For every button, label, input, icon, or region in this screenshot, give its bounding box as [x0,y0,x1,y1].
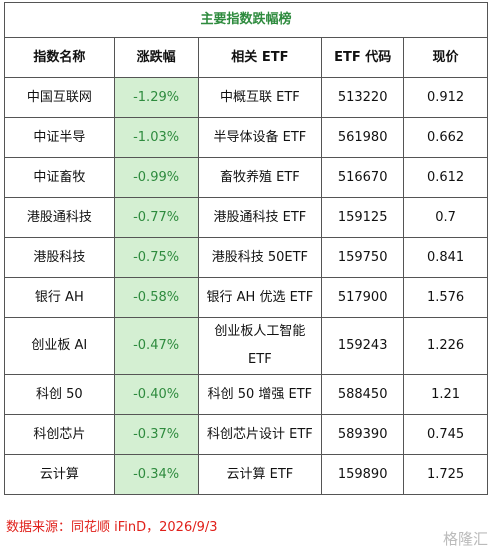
table-cell: 1.21 [403,374,488,415]
table-row: 中证畜牧 -0.99% 畜牧养殖 ETF 516670 0.612 [4,157,488,198]
table-cell: -0.99% [113,157,199,198]
table-cell: 创业板 AI [4,317,115,375]
header-cell: 涨跌幅 [113,37,199,78]
table-cell: 云计算 ETF [197,454,323,495]
table-cell: 港股通科技 [4,197,115,238]
table-cell: -0.40% [113,374,199,415]
table-cell: 半导体设备 ETF [197,117,323,158]
table-cell: 港股科技 50ETF [197,237,323,278]
table-cell: 159890 [321,454,405,495]
header-cell: ETF 代码 [321,37,405,78]
table-cell: 0.662 [403,117,488,158]
table-row: 创业板 AI -0.47% 创业板人工智能 ETF 159243 1.226 [4,317,488,375]
table-cell: 银行 AH 优选 ETF [197,277,323,318]
table-cell: 159125 [321,197,405,238]
table-row: 中国互联网 -1.29% 中概互联 ETF 513220 0.912 [4,77,488,118]
table-cell: 159750 [321,237,405,278]
table-cell: 517900 [321,277,405,318]
table-cell: 创业板人工智能 ETF [197,317,323,375]
table-cell: 科创 50 [4,374,115,415]
table-cell: 0.612 [403,157,488,198]
table-cell: 589390 [321,414,405,455]
table-cell: 513220 [321,77,405,118]
table-cell: 科创芯片 [4,414,115,455]
header-cell: 相关 ETF [197,37,323,78]
watermark: 格隆汇 [442,530,488,548]
table-cell: -0.47% [113,317,199,375]
source-note: 数据来源：同花顺 iFinD，2026/9/3 [6,520,218,535]
header-cell: 现价 [403,37,488,78]
table-cell: 1.576 [403,277,488,318]
table-cell: -0.58% [113,277,199,318]
table-cell: -1.29% [113,77,199,118]
table-cell: 0.7 [403,197,488,238]
table-cell: -0.75% [113,237,199,278]
table-cell: 港股通科技 ETF [197,197,323,238]
table-cell: 港股科技 [4,237,115,278]
table-head: 主要指数跌幅榜 指数名称 涨跌幅 相关 ETF ETF 代码 现价 [4,2,488,78]
table-cell: 0.841 [403,237,488,278]
table-cell: 科创 50 增强 ETF [197,374,323,415]
table-cell: 中国互联网 [4,77,115,118]
table-cell: -0.77% [113,197,199,238]
header-cell: 指数名称 [4,37,115,78]
table-body: 中国互联网 -1.29% 中概互联 ETF 513220 0.912 中证半导 -1.03%… [4,77,488,495]
table-cell: 云计算 [4,454,115,495]
table-cell: 159243 [321,317,405,375]
table-row: 云计算 -0.34% 云计算 ETF 159890 1.725 [4,454,488,495]
table-cell: 1.226 [403,317,488,375]
header-row: 指数名称 涨跌幅 相关 ETF ETF 代码 现价 [4,37,488,78]
table-row: 中证半导 -1.03% 半导体设备 ETF 561980 0.662 [4,117,488,158]
table-cell: 中证畜牧 [4,157,115,198]
table-cell: 588450 [321,374,405,415]
table-cell: 0.745 [403,414,488,455]
table-cell: 516670 [321,157,405,198]
table-cell: -1.03% [113,117,199,158]
table-row: 科创芯片 -0.37% 科创芯片设计 ETF 589390 0.745 [4,414,488,455]
table-title: 主要指数跌幅榜 [4,2,488,38]
index-table: 主要指数跌幅榜 指数名称 涨跌幅 相关 ETF ETF 代码 现价 中国互联网 -1.29… [4,2,488,495]
table-cell: 中证半导 [4,117,115,158]
table-row: 港股科技 -0.75% 港股科技 50ETF 159750 0.841 [4,237,488,278]
table-cell: -0.34% [113,454,199,495]
table-cell: -0.37% [113,414,199,455]
table-cell: 0.912 [403,77,488,118]
table-cell: 561980 [321,117,405,158]
table-cell: 银行 AH [4,277,115,318]
table-row: 港股通科技 -0.77% 港股通科技 ETF 159125 0.7 [4,197,488,238]
table-cell: 中概互联 ETF [197,77,323,118]
table-cell: 科创芯片设计 ETF [197,414,323,455]
table-cell: 畜牧养殖 ETF [197,157,323,198]
table-cell: 1.725 [403,454,488,495]
table-row: 银行 AH -0.58% 银行 AH 优选 ETF 517900 1.576 [4,277,488,318]
table-row: 科创 50 -0.40% 科创 50 增强 ETF 588450 1.21 [4,374,488,415]
